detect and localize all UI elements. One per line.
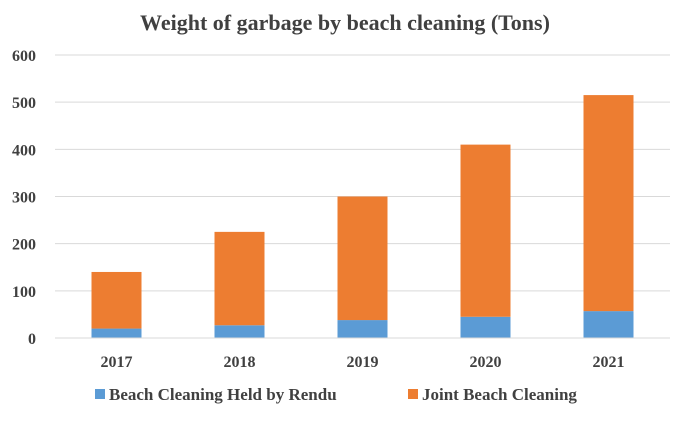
y-tick-label: 600 — [12, 48, 36, 65]
bar-joint-2017 — [91, 271, 142, 329]
legend-label: Beach Cleaning Held by Rendu — [109, 385, 337, 404]
legend-label: Joint Beach Cleaning — [422, 385, 577, 404]
x-tick-label: 2018 — [224, 354, 256, 371]
x-tick-label: 2019 — [347, 354, 379, 371]
bar-rendu-2017 — [91, 328, 142, 338]
legend: Beach Cleaning Held by Rendu Joint Beach … — [95, 385, 577, 404]
y-tick-label: 0 — [28, 331, 36, 348]
legend-swatch — [408, 389, 418, 399]
bar-joint-2019 — [337, 196, 388, 321]
x-axis-tick-labels: 2017 2018 2019 2020 2021 — [101, 354, 625, 371]
bar-joint-2018 — [214, 231, 265, 326]
y-tick-label: 300 — [12, 190, 36, 207]
bar-rendu-2019 — [337, 320, 388, 338]
bar-rendu-2020 — [460, 316, 511, 338]
y-tick-label: 200 — [12, 237, 36, 254]
legend-swatch — [95, 389, 105, 399]
y-tick-label: 500 — [12, 95, 36, 112]
bar-rendu-2018 — [214, 325, 265, 338]
y-axis-tick-labels: 0 100 200 300 400 500 600 — [12, 48, 36, 348]
chart-title: Weight of garbage by beach cleaning (Ton… — [140, 10, 550, 35]
bars — [91, 95, 634, 338]
bar-joint-2020 — [460, 144, 511, 317]
y-tick-label: 400 — [12, 142, 36, 159]
x-tick-label: 2017 — [101, 354, 133, 371]
x-tick-label: 2021 — [593, 354, 625, 371]
bar-joint-2021 — [583, 95, 634, 312]
y-tick-label: 100 — [12, 284, 36, 301]
bar-rendu-2021 — [583, 311, 634, 338]
x-tick-label: 2020 — [470, 354, 502, 371]
